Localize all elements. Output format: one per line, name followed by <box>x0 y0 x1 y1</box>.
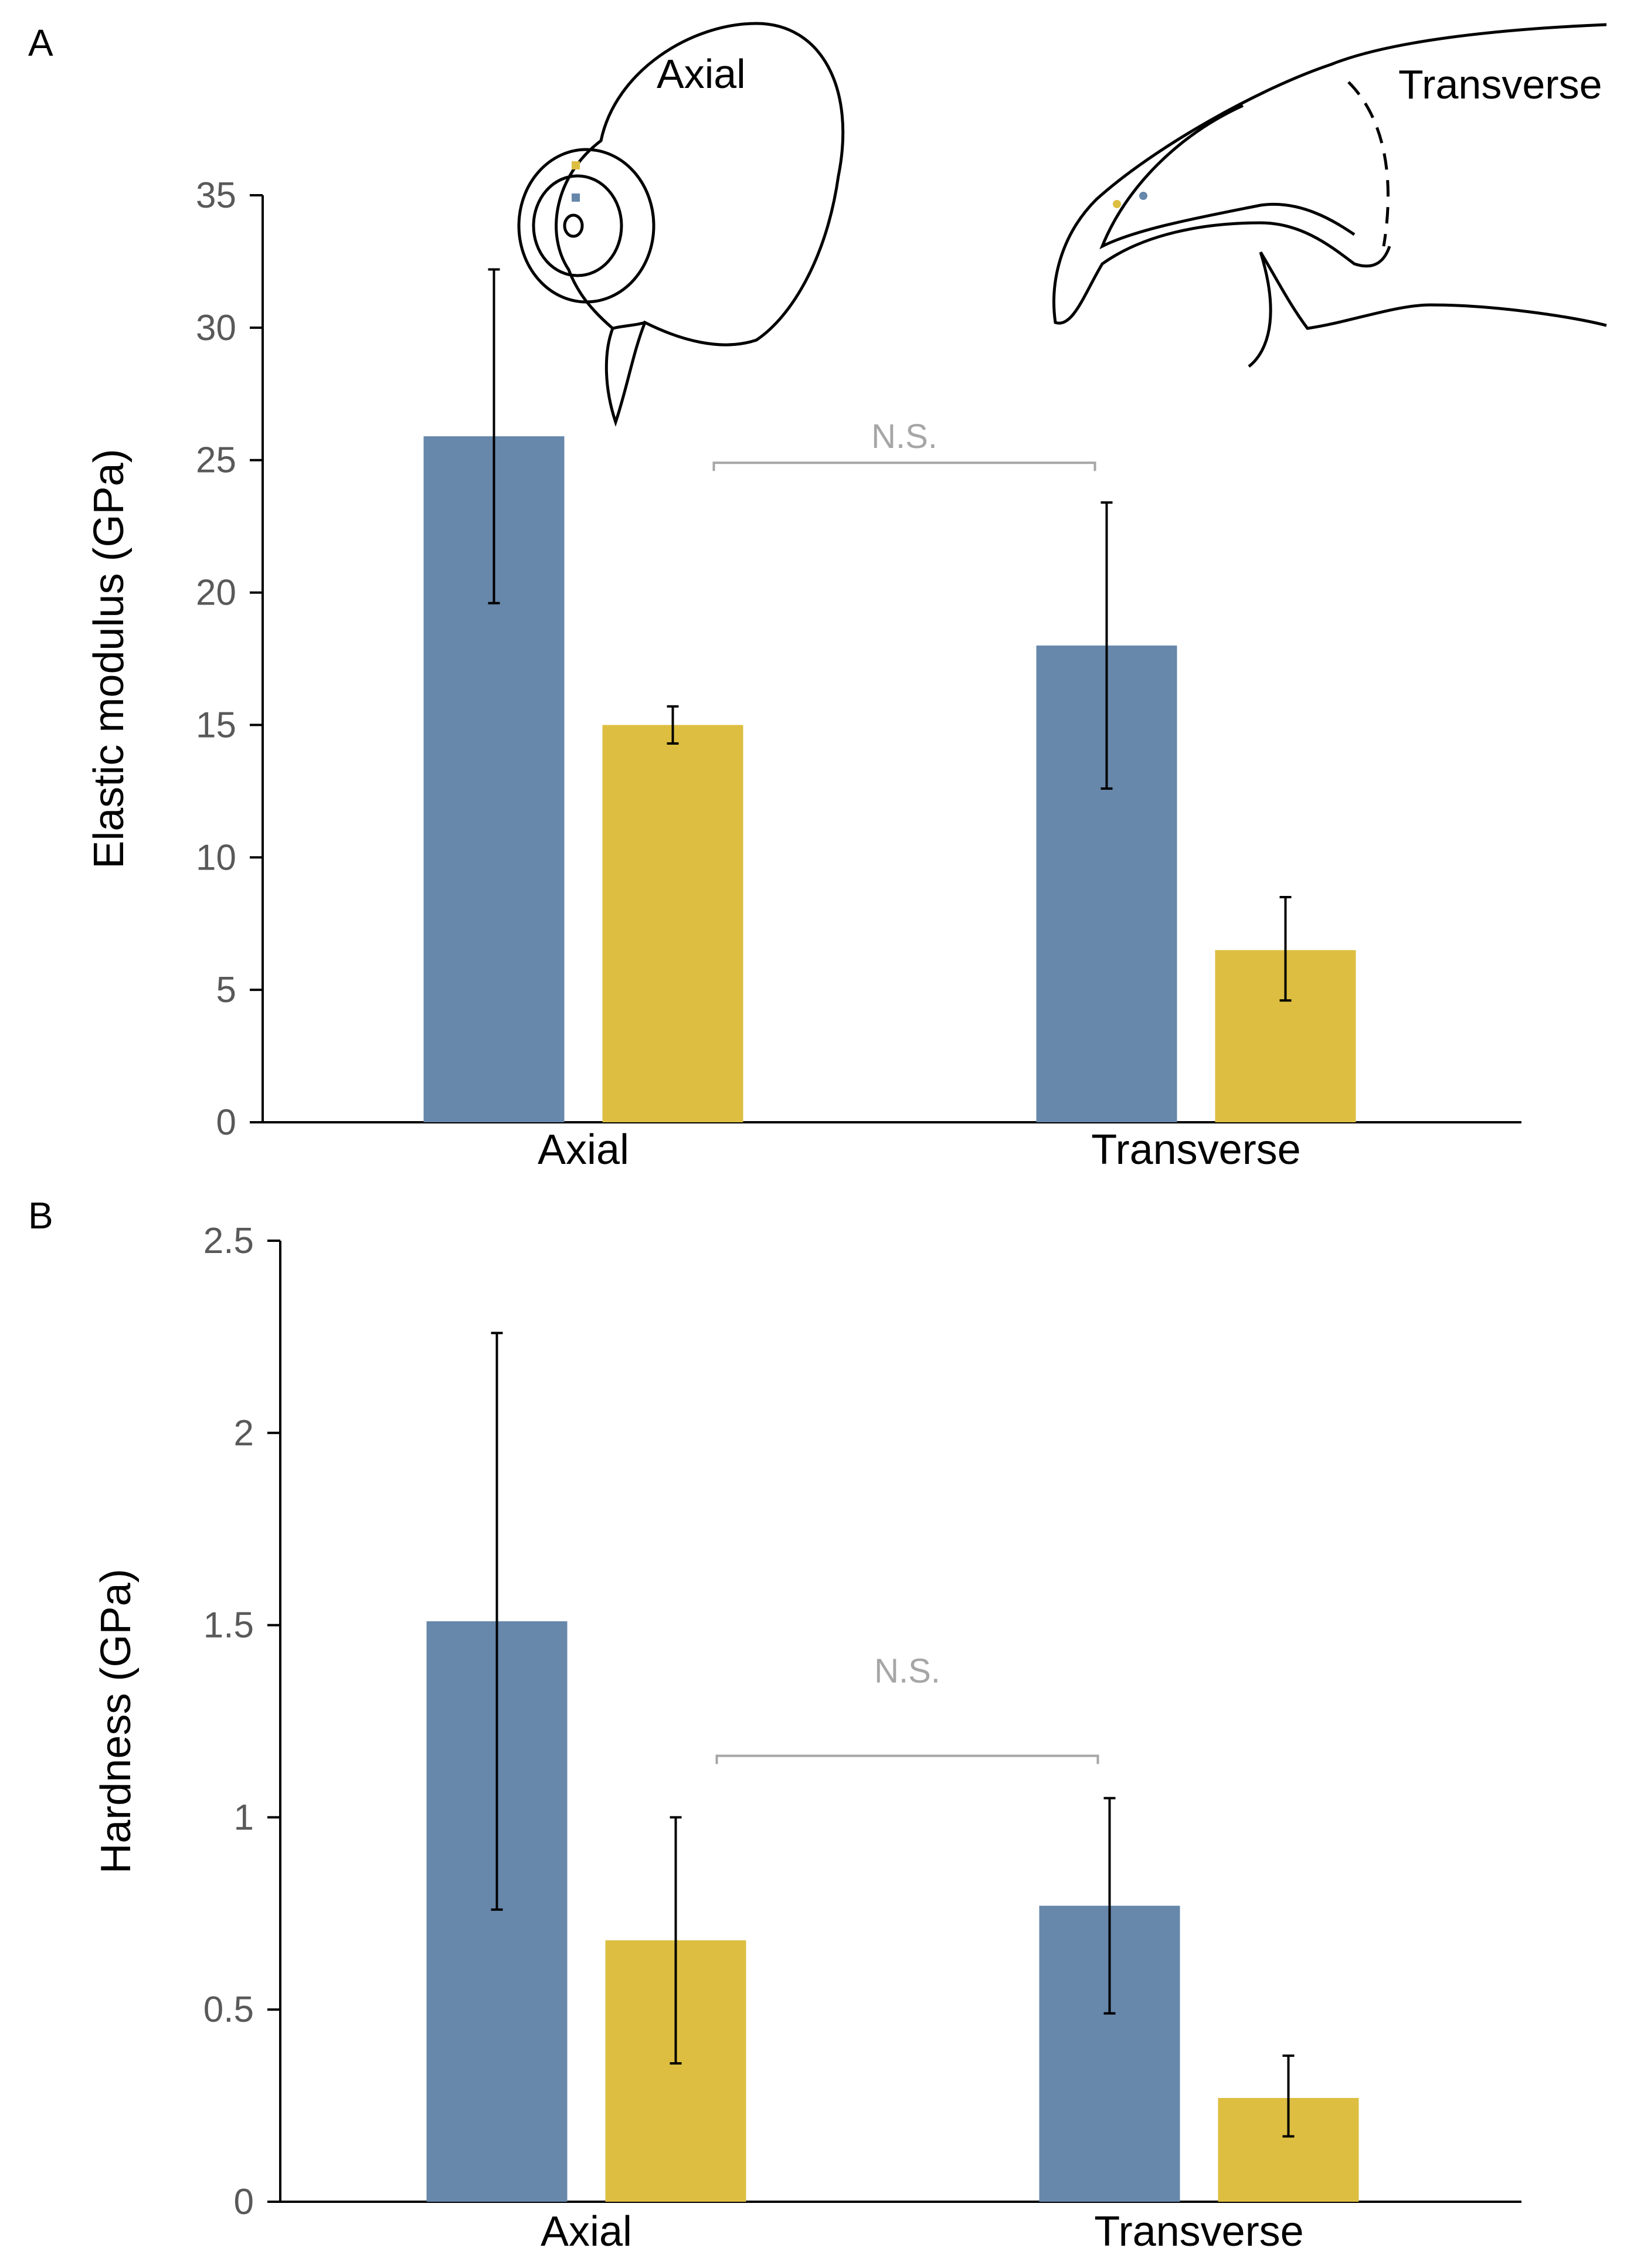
x-category-label: Transverse <box>1094 2208 1303 2255</box>
y-tick-label: 2.5 <box>203 1221 254 1261</box>
transverse-claw-cut <box>1347 81 1390 247</box>
y-axis-title: Hardness (GPa) <box>93 1568 140 1873</box>
transverse-sketch-label: Transverse <box>1398 62 1602 107</box>
y-tick-label: 25 <box>196 440 236 481</box>
transverse-claw-lower-pad-edge <box>1248 252 1272 368</box>
transverse-sample-point-blue <box>1139 192 1147 200</box>
transverse-claw-outer <box>1052 23 1607 325</box>
transverse-claw-sketch <box>1052 23 1607 368</box>
y-tick-label: 2 <box>234 1413 254 1454</box>
y-tick-label: 0 <box>216 1102 236 1143</box>
y-tick-label: 35 <box>196 175 236 216</box>
axial-inner-fold <box>612 321 646 330</box>
ns-bracket <box>715 1754 1099 1764</box>
axial-inner-ring <box>563 213 584 238</box>
x-category-label: Axial <box>541 2208 632 2255</box>
y-tick-label: 1.5 <box>203 1605 254 1646</box>
axial-sketch-label: Axial <box>657 51 746 97</box>
y-tick-label: 30 <box>196 308 236 348</box>
y-tick-label: 0 <box>234 2182 254 2222</box>
y-tick-label: 5 <box>216 970 236 1010</box>
axial-outer-ring <box>517 148 655 304</box>
bar-axial-yellow <box>602 725 743 1122</box>
y-tick-label: 1 <box>234 1797 254 1838</box>
axial-sample-point-blue <box>572 193 580 202</box>
y-tick-label: 10 <box>196 837 236 878</box>
panel-label-a: A <box>28 22 53 64</box>
y-tick-label: 20 <box>196 573 236 613</box>
transverse-sample-point-yellow <box>1113 200 1121 208</box>
ns-bracket <box>712 461 1096 471</box>
y-tick-label: 0.5 <box>203 1989 254 2030</box>
axial-claw-outline <box>555 22 845 427</box>
transverse-claw-lower-pad <box>1259 251 1607 330</box>
axial-mid-ring <box>532 174 623 277</box>
x-category-label: Transverse <box>1091 1126 1300 1173</box>
x-category-label: Axial <box>538 1126 629 1173</box>
axial-sample-point-yellow <box>572 161 580 169</box>
chart-b-hardness: 0 0.5 1 1.5 2 2.5 Hardness (GPa) Axial Transvers… <box>93 1221 1521 2255</box>
ns-label: N.S. <box>871 417 938 456</box>
y-axis-title: Elastic modulus (GPa) <box>86 449 133 868</box>
panel-label-b: B <box>28 1194 53 1237</box>
chart-a-elastic-modulus: 0 5 10 15 20 25 30 35 Elastic modulus (GPa) Axial… <box>86 175 1521 1173</box>
transverse-claw-inner <box>1099 104 1356 250</box>
axial-claw-sketch <box>517 22 845 427</box>
ns-label: N.S. <box>874 1652 940 1690</box>
y-tick-label: 15 <box>196 705 236 745</box>
